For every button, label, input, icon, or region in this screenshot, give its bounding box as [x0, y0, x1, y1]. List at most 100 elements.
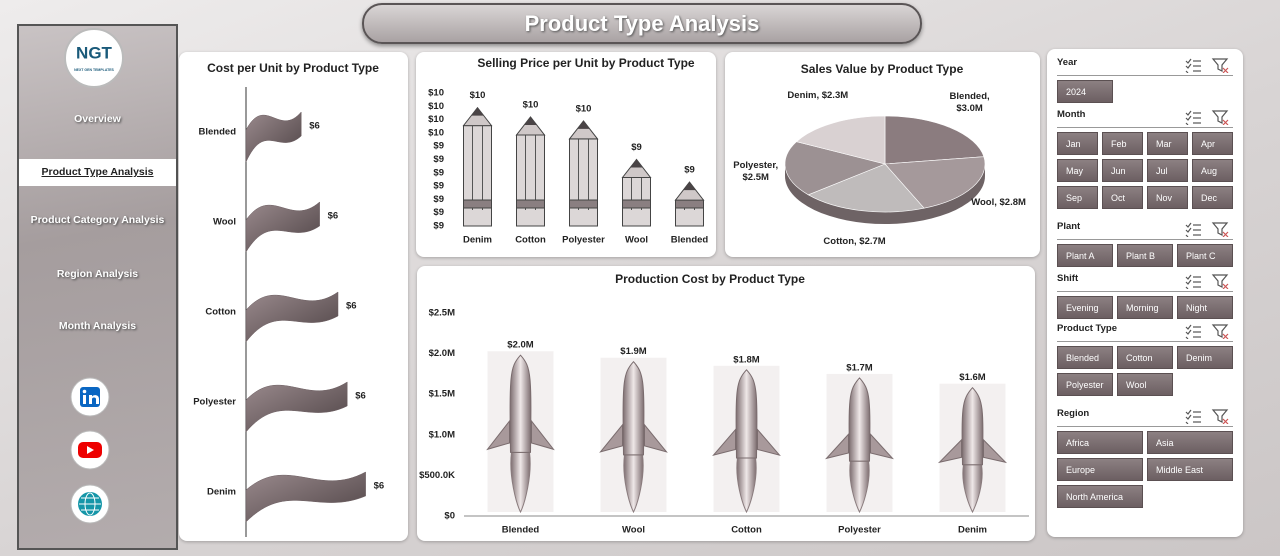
slicer-button[interactable]: 2024 — [1057, 80, 1113, 103]
x-tick-label: Wool — [622, 525, 645, 536]
pie-slice — [795, 115, 886, 165]
slicer-button[interactable]: Aug — [1192, 159, 1233, 182]
data-label: $9 — [684, 165, 695, 176]
pencil-band — [516, 199, 545, 209]
rocket-flame — [962, 464, 983, 514]
rocket-fin — [644, 423, 668, 453]
slicer-button[interactable]: May — [1057, 159, 1098, 182]
pie-slice — [807, 163, 925, 213]
nav-item[interactable]: Product Type Analysis — [19, 159, 176, 186]
slicer-button[interactable]: Sep — [1057, 186, 1098, 209]
slicer-button[interactable]: Jun — [1102, 159, 1143, 182]
chart-title: Sales Value by Product Type — [801, 62, 964, 76]
slicer-button[interactable]: Evening — [1057, 296, 1113, 319]
slicer-button[interactable]: Cotton — [1117, 346, 1173, 369]
y-tick-label: $10 — [428, 88, 444, 99]
slicer-button[interactable]: Polyester — [1057, 373, 1113, 396]
pencil-tip — [462, 106, 493, 127]
slicer-button[interactable]: Africa — [1057, 431, 1143, 454]
rocket-flame — [849, 460, 870, 514]
chart-panel: Selling Price per Unit by Product Type $9… — [416, 52, 716, 257]
slicer-icons[interactable] — [1183, 323, 1233, 339]
slicer-button[interactable]: Plant B — [1117, 244, 1173, 267]
slicer-button[interactable]: Apr — [1192, 132, 1233, 155]
pencil-tip — [515, 116, 546, 136]
pencil-band — [622, 199, 651, 209]
pencil-tip — [568, 120, 599, 140]
pencil-lead — [471, 107, 484, 116]
x-tick-label: Cotton — [515, 235, 546, 246]
sidebar-graphics: NGT NEXT GEN TEMPLATES — [64, 28, 124, 524]
slicer-icons[interactable] — [1183, 273, 1233, 289]
nav-item[interactable]: Overview — [74, 113, 121, 125]
y-tick-label: $500.0K — [419, 470, 455, 481]
rocket-body — [509, 354, 532, 453]
rocket-flame — [623, 454, 644, 514]
slicer-button[interactable]: North America — [1057, 485, 1143, 508]
logo-circle — [64, 28, 124, 88]
slicer-button[interactable]: Plant A — [1057, 244, 1113, 267]
slicer-header: Month — [1057, 109, 1233, 128]
slicer-button[interactable]: Mar — [1147, 132, 1188, 155]
slicer-icons[interactable] — [1183, 109, 1233, 125]
chart: Cost per Unit by Product Type Blended $6 Wo… — [193, 61, 384, 537]
slicer-button[interactable]: Dec — [1192, 186, 1233, 209]
x-tick-label: Polyester — [838, 525, 881, 536]
slicer-button[interactable]: Wool — [1117, 373, 1173, 396]
slicer-icons[interactable] — [1183, 408, 1233, 424]
data-label: Denim, $2.3M — [787, 89, 849, 101]
rocket-flame — [736, 457, 757, 514]
x-tick-label: Blended — [671, 235, 709, 246]
pie-slice — [884, 115, 985, 165]
rocket-fin — [531, 419, 555, 451]
logo-text: NGT — [76, 43, 113, 62]
data-label: $1.6M — [959, 372, 985, 383]
web-icon[interactable] — [70, 484, 110, 524]
slicer-button[interactable]: Plant C — [1177, 244, 1233, 267]
chart-title: Production Cost by Product Type — [615, 272, 805, 286]
y-tick-label: $1.5M — [429, 389, 455, 400]
slicer-button[interactable]: Denim — [1177, 346, 1233, 369]
logo-tagline: NEXT GEN TEMPLATES — [74, 68, 114, 72]
slicer-button[interactable]: Jan — [1057, 132, 1098, 155]
slicer-button[interactable]: Blended — [1057, 346, 1113, 369]
pencil-band — [569, 199, 598, 209]
y-tick-label: $9 — [433, 207, 444, 218]
bar — [515, 116, 546, 227]
slicer-button[interactable]: Night — [1177, 296, 1233, 319]
chart: Sales Value by Product Type — [784, 62, 986, 224]
rocket-fin — [599, 423, 623, 453]
data-label: Blended, $3.0M — [949, 91, 990, 115]
slicer-button[interactable]: Oct — [1102, 186, 1143, 209]
y-tick-label: $9 — [433, 167, 444, 178]
slicer-button[interactable]: Morning — [1117, 296, 1173, 319]
linkedin-icon[interactable] — [70, 377, 110, 417]
page-title: Product Type Analysis — [362, 3, 922, 44]
slicer-button[interactable]: Jul — [1147, 159, 1188, 182]
pencil-body — [569, 138, 598, 227]
youtube-icon[interactable] — [70, 430, 110, 470]
data-label: $1.9M — [620, 346, 646, 357]
nav-item[interactable]: Product Category Analysis — [30, 214, 165, 226]
bar — [712, 365, 781, 514]
nav-item[interactable]: Month Analysis — [58, 320, 137, 332]
pencil-lead — [577, 120, 590, 129]
rocket-body — [848, 377, 871, 462]
pencil-body — [516, 134, 545, 227]
slicer-button[interactable]: Asia — [1147, 431, 1233, 454]
rocket-fin — [825, 432, 849, 460]
slicer-button[interactable]: Nov — [1147, 186, 1188, 209]
bar — [568, 120, 599, 227]
nav-item[interactable]: Region Analysis — [56, 268, 139, 280]
bar — [462, 106, 493, 227]
pencil-lead — [524, 116, 537, 125]
y-tick-label: Cotton — [205, 307, 236, 318]
bar — [486, 351, 555, 514]
slicer-button[interactable]: Middle East — [1147, 458, 1233, 481]
bar — [937, 383, 1008, 514]
slicer-button[interactable]: Feb — [1102, 132, 1143, 155]
slicer-icons[interactable] — [1183, 221, 1233, 237]
data-label: $6 — [309, 121, 320, 132]
slicer-icons[interactable] — [1183, 57, 1233, 73]
slicer-button[interactable]: Europe — [1057, 458, 1143, 481]
